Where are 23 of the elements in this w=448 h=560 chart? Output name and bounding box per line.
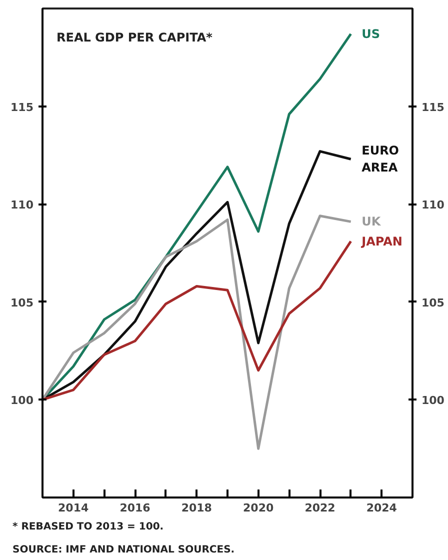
- y-tick-label: 105: [10, 296, 34, 310]
- y2-tick-label: 100: [422, 394, 445, 408]
- x-tick-label: 2014: [58, 502, 89, 514]
- source-note: SOURCE: IMF AND NATIONAL SOURCES.: [12, 544, 235, 556]
- text: * REBASED TO 2013 = 100.: [12, 522, 164, 532]
- y2-tick-label: 110: [422, 198, 445, 212]
- x-tick-label: 2018: [181, 502, 212, 514]
- line-series: [42, 214, 352, 450]
- series-label: EURO AREA: [362, 144, 400, 175]
- y-tick-label: 100: [10, 394, 34, 408]
- series-label: UK: [362, 214, 382, 229]
- x-tick-label: 2016: [120, 502, 151, 514]
- series-label: JAPAN: [360, 234, 402, 248]
- text: REAL GDP PER CAPITA*: [56, 30, 214, 44]
- y2-tick-label: 105: [422, 296, 444, 310]
- x-tick-label: 2020: [243, 502, 274, 514]
- x-tick-label: 2024: [366, 502, 398, 514]
- x-tick-label: 2022: [304, 502, 336, 514]
- y2-tick-label: 115: [422, 100, 444, 114]
- y-tick-label: 110: [10, 198, 34, 212]
- y-tick-label: 115: [10, 100, 34, 114]
- line-series: [42, 240, 352, 401]
- series-label: US: [362, 26, 380, 41]
